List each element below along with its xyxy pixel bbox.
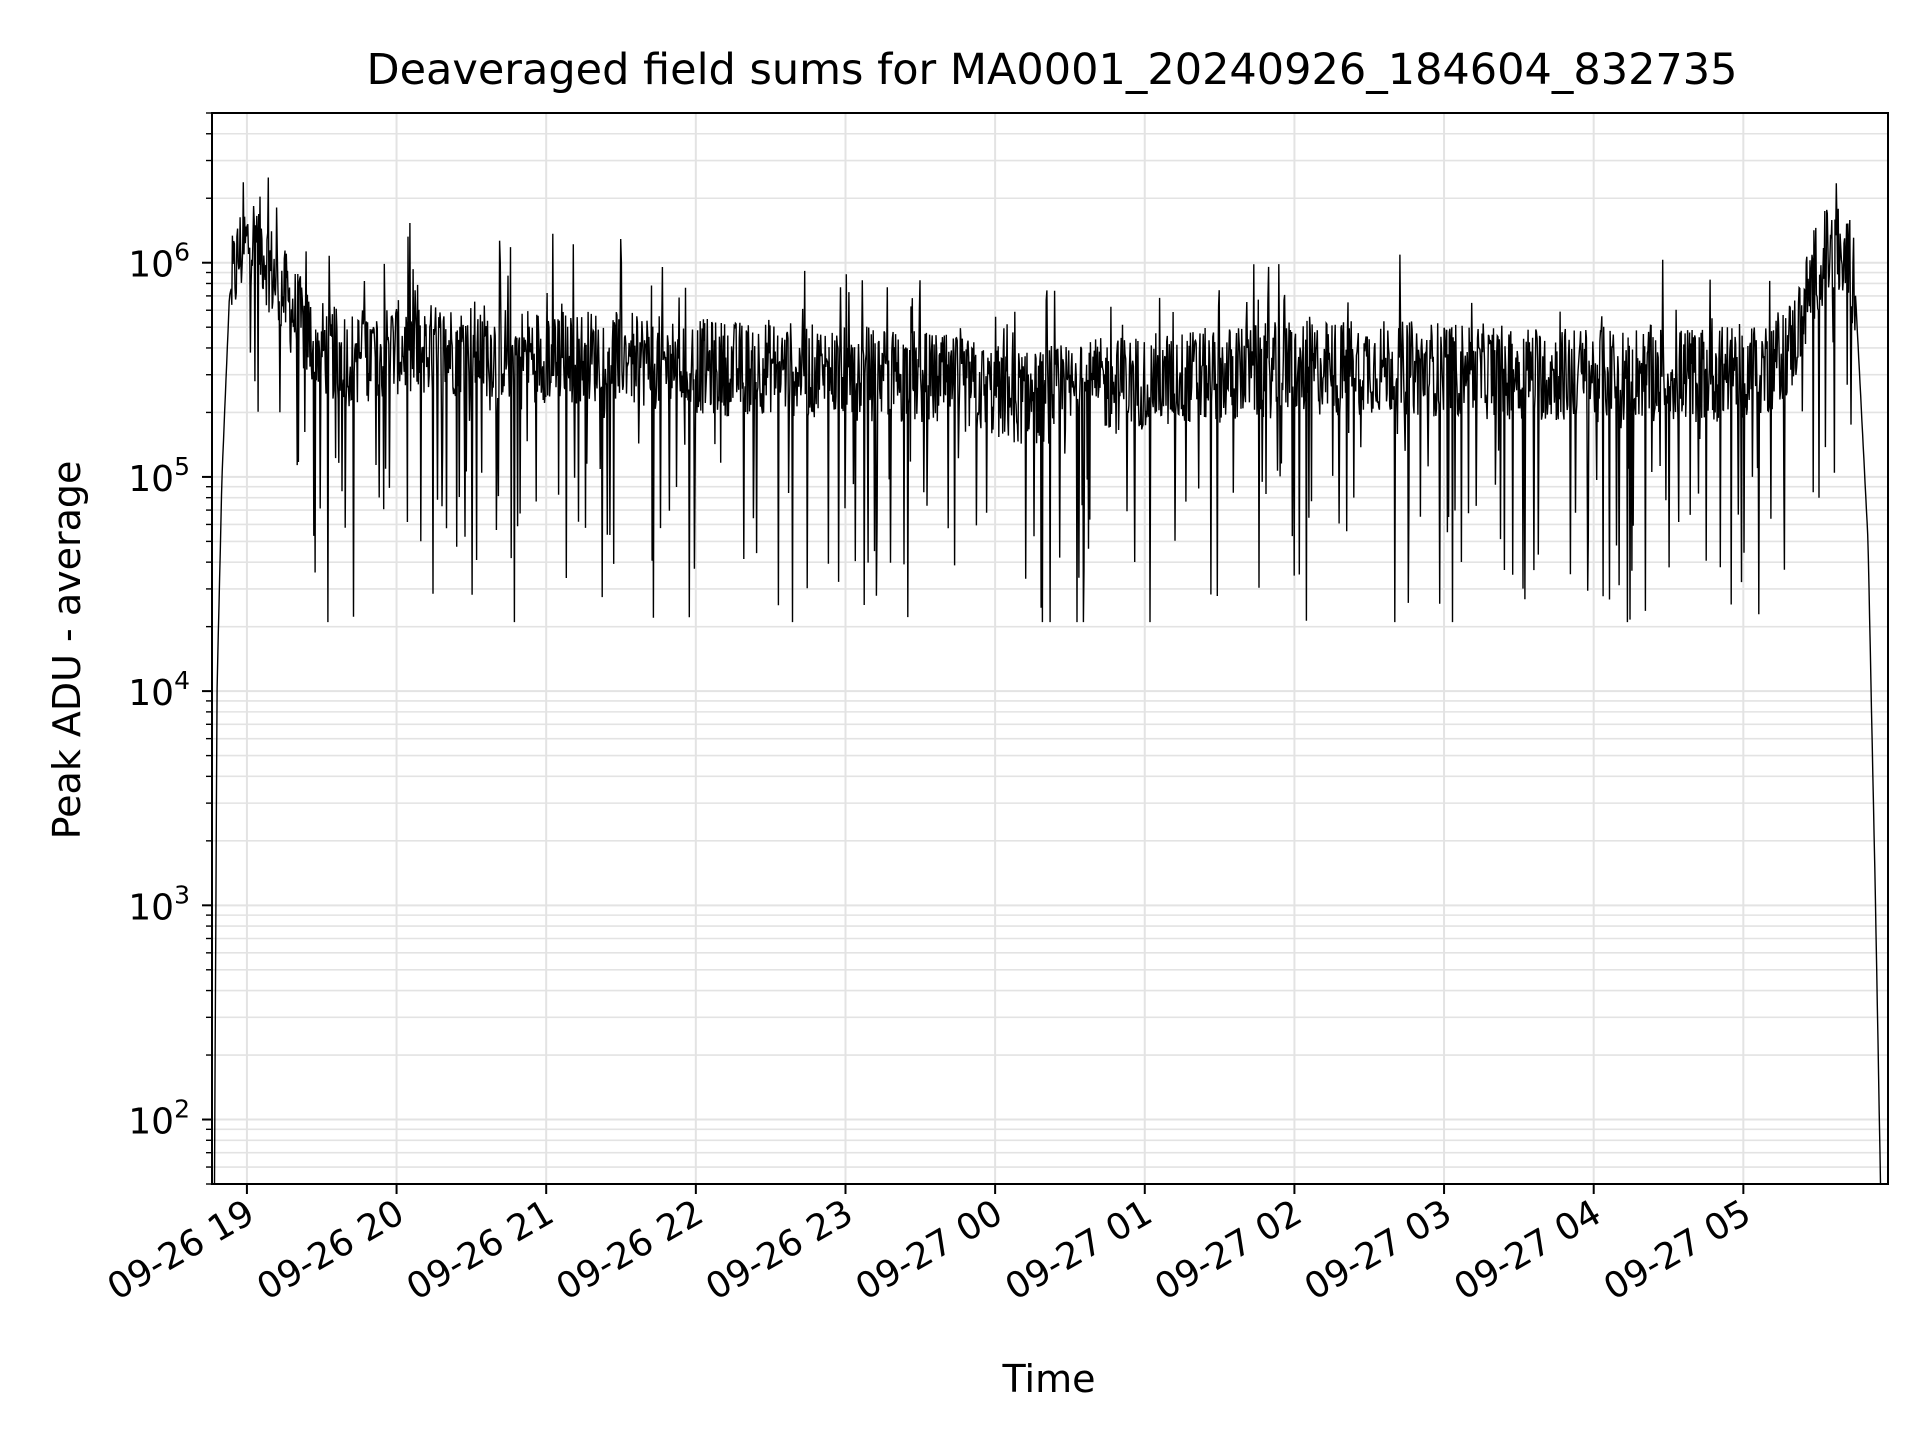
plot-area (213, 177, 1882, 1185)
y-tick-label: 102 (128, 1095, 190, 1143)
y-axis-label: Peak ADU - average (45, 461, 89, 840)
x-tick-label: 09-26 22 (550, 1192, 711, 1308)
y-tick-label: 103 (128, 880, 190, 928)
x-tick-label: 09-26 19 (101, 1192, 262, 1308)
axes-frame (211, 112, 1889, 1185)
grid (212, 112, 1888, 1185)
x-tick-label: 09-26 21 (400, 1192, 561, 1308)
y-tick-label: 104 (128, 666, 190, 714)
x-tick-label: 09-27 05 (1597, 1192, 1758, 1308)
x-tick-label: 09-27 01 (999, 1192, 1160, 1308)
chart-title: Deaveraged field sums for MA0001_2024092… (366, 45, 1737, 95)
x-tick-label: 09-26 20 (250, 1192, 411, 1308)
y-tick-label: 105 (128, 452, 190, 500)
x-axis-label: Time (1002, 1357, 1096, 1401)
x-tick-label: 09-27 00 (849, 1192, 1010, 1308)
data-series-line (213, 177, 1882, 1185)
x-tick-label: 09-27 04 (1448, 1192, 1609, 1308)
x-tick-label: 09-26 23 (699, 1192, 860, 1308)
y-tick-label: 106 (128, 238, 190, 286)
x-tick-label: 09-27 03 (1298, 1192, 1459, 1308)
x-tick-label: 09-27 02 (1148, 1192, 1309, 1308)
